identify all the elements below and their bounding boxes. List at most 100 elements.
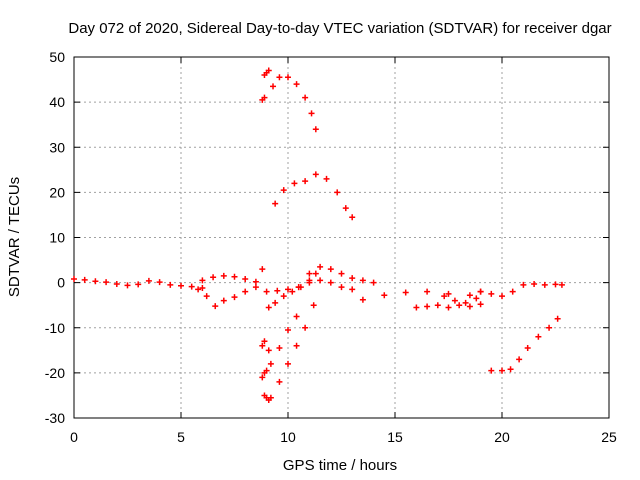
data-point — [267, 360, 274, 367]
data-point — [466, 292, 473, 299]
y-tick-label: 30 — [49, 139, 65, 155]
data-point — [259, 266, 266, 273]
data-point — [285, 74, 291, 81]
data-point — [265, 304, 272, 311]
data-point — [516, 356, 523, 363]
data-point — [263, 367, 270, 374]
data-point — [552, 281, 559, 288]
y-axis-label: SDTVAR / TECUs — [6, 177, 23, 297]
data-point — [499, 367, 505, 374]
series-dip-a — [267, 302, 317, 401]
data-point — [145, 277, 152, 284]
data-point — [445, 290, 452, 297]
data-point — [265, 67, 272, 74]
data-point — [554, 315, 561, 322]
data-point — [349, 214, 356, 221]
data-point — [499, 293, 505, 300]
data-point — [370, 279, 377, 286]
data-point — [92, 278, 99, 285]
data-point — [462, 299, 469, 306]
data-point — [242, 288, 249, 295]
data-point — [261, 338, 268, 345]
series-mid-a — [263, 263, 377, 295]
data-point — [413, 304, 420, 311]
data-point — [520, 281, 527, 288]
axis-ticks: 0 5 10 15 20 25 -30 -20 -10 0 10 20 30 40 50 — [45, 49, 617, 445]
y-tick-label: 10 — [49, 230, 65, 246]
data-point — [342, 205, 349, 212]
data-point — [276, 345, 283, 352]
data-point — [199, 285, 206, 292]
data-point — [71, 276, 77, 283]
series-mid-b — [295, 277, 356, 293]
data-point — [359, 277, 366, 284]
y-tick-label: 50 — [49, 49, 65, 65]
data-point — [524, 345, 531, 352]
data-point — [434, 302, 441, 309]
data-point — [242, 276, 249, 283]
data-point — [178, 282, 184, 289]
chart-title: Day 072 of 2020, Sidereal Day-to-day VTE… — [68, 20, 611, 37]
series-late-baseline — [477, 280, 565, 300]
data-point — [507, 366, 514, 373]
data-point — [302, 178, 309, 185]
data-point — [302, 94, 309, 101]
data-point — [509, 288, 516, 295]
data-point — [424, 288, 431, 295]
data-point — [473, 295, 480, 302]
data-point — [293, 81, 300, 88]
data-point — [285, 327, 291, 334]
data-point — [477, 288, 484, 295]
data-point — [456, 302, 463, 309]
data-point — [265, 396, 272, 403]
data-point — [188, 283, 195, 290]
data-point — [546, 324, 553, 331]
data-point — [167, 281, 174, 288]
data-point — [338, 270, 345, 277]
data-point — [466, 303, 473, 310]
data-point — [195, 286, 202, 293]
data-point — [276, 378, 283, 385]
data-point — [402, 289, 409, 296]
data-point — [285, 360, 291, 367]
data-point — [259, 374, 266, 381]
x-tick-label: 10 — [280, 429, 296, 445]
data-point — [274, 287, 281, 294]
data-point — [220, 272, 227, 279]
data-point — [231, 273, 238, 280]
data-point — [541, 281, 548, 288]
series-evening-c — [441, 293, 480, 306]
series-cluster-46 — [261, 67, 272, 79]
data-point — [327, 266, 334, 273]
y-tick-label: -30 — [45, 410, 65, 426]
data-point — [424, 303, 431, 310]
data-point — [302, 324, 309, 331]
data-point — [261, 94, 268, 101]
data-point — [312, 171, 319, 178]
data-point — [308, 110, 315, 117]
data-point — [317, 263, 324, 270]
data-point — [289, 288, 296, 295]
data-point — [285, 286, 291, 293]
data-point — [488, 290, 495, 297]
data-point — [231, 294, 238, 301]
data-point — [270, 83, 277, 90]
y-tick-label: 0 — [57, 275, 65, 291]
data-point — [252, 278, 259, 285]
x-tick-label: 20 — [494, 429, 510, 445]
data-point — [210, 274, 217, 281]
x-tick-label: 25 — [601, 429, 617, 445]
data-point — [359, 296, 366, 303]
data-point — [310, 302, 317, 309]
data-point — [293, 313, 300, 320]
data-point — [220, 297, 227, 304]
data-point — [272, 200, 279, 207]
data-point — [477, 301, 484, 308]
series-dip-c — [259, 367, 270, 381]
series-dip-e — [261, 392, 272, 403]
series-late-dip — [488, 315, 561, 374]
data-point — [381, 292, 388, 299]
y-tick-label: -20 — [45, 365, 65, 381]
grid — [74, 57, 609, 418]
data-points — [71, 67, 565, 403]
